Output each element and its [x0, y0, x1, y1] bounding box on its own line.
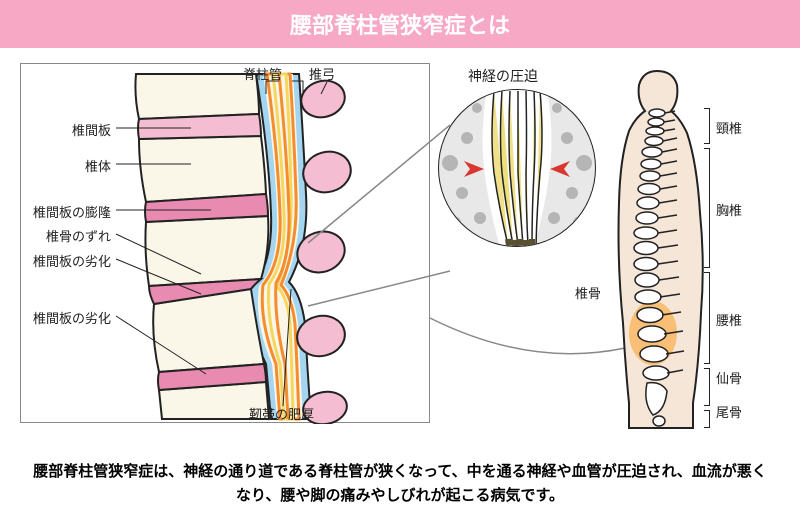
- header-title: 腰部脊柱管狭窄症とは: [0, 0, 800, 48]
- main-diagram: 脊柱管 推弓 椎間板 椎体 椎間板の膨隆 椎骨のずれ 椎間板の劣化 椎間板の劣化…: [0, 48, 800, 456]
- bracket-cervical: [704, 108, 710, 144]
- label-thoracic: 胸椎: [716, 200, 742, 219]
- label-sacrum: 仙骨: [716, 372, 742, 386]
- label-cervical: 頸椎: [716, 118, 742, 137]
- bracket-thoracic: [704, 148, 710, 268]
- label-coccyx: 尾骨: [716, 406, 742, 420]
- bracket-lumbar: [704, 272, 710, 364]
- nerve-circle-svg: [432, 83, 602, 253]
- bracket-sacrum: [704, 368, 710, 406]
- bracket-coccyx: [704, 410, 710, 428]
- label-vertebra-bone: 椎骨: [575, 283, 601, 302]
- description-text: 腰部脊柱管狭窄症は、神経の通り道である脊柱管が狭くなって、中を通る神経や血管が圧…: [0, 456, 800, 508]
- label-lumbar: 腰椎: [716, 310, 742, 329]
